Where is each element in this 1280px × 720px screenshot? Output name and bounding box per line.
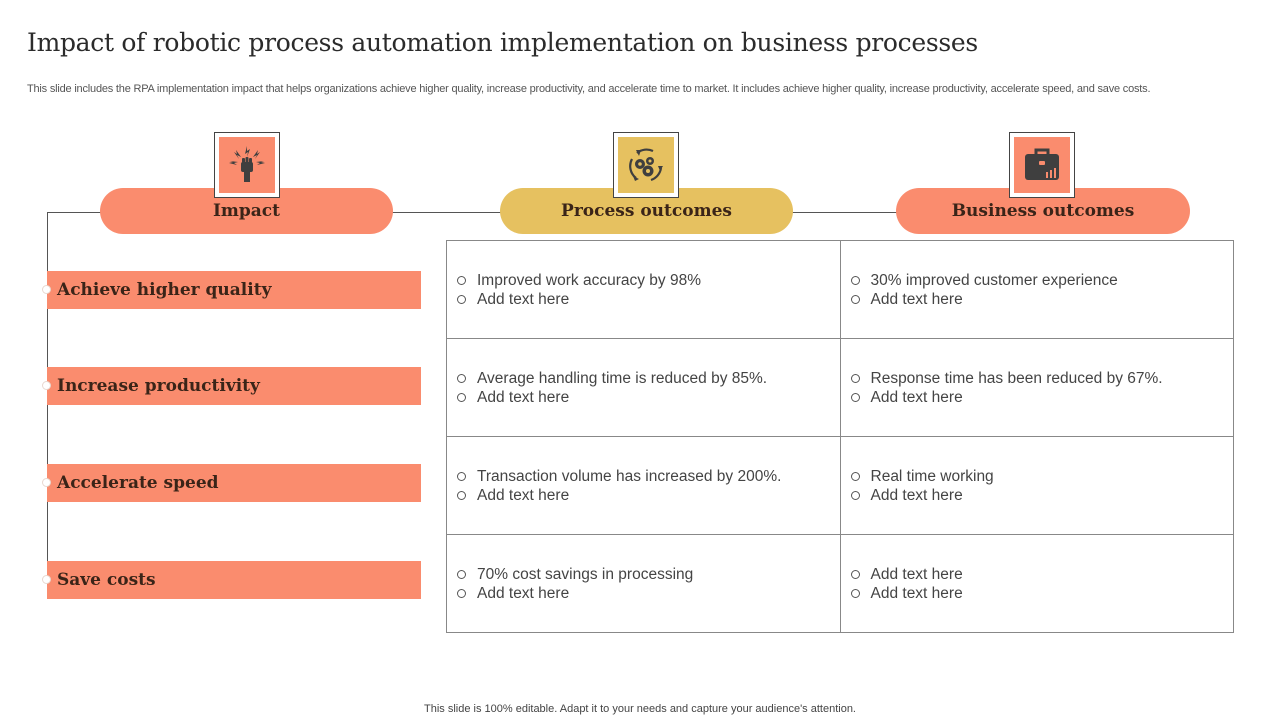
bullet-text: Add text here: [870, 584, 963, 602]
briefcase-growth-icon: [1025, 148, 1059, 180]
outcomes-table: Improved work accuracy by 98% Add text h…: [446, 240, 1234, 633]
business-outcome-cell: Response time has been reduced by 67%. A…: [839, 338, 1234, 437]
bullet-text: Response time has been reduced by 67%.: [870, 369, 1163, 387]
business-outcome-cell: Real time working Add text here: [839, 436, 1234, 535]
business-outcome-cell: 30% improved customer experience Add tex…: [839, 240, 1234, 339]
slide-title: Impact of robotic process automation imp…: [27, 28, 978, 57]
connector-dot: [42, 478, 51, 487]
bullet-text: 30% improved customer experience: [870, 271, 1118, 289]
impact-item-increase-productivity: Increase productivity: [42, 367, 421, 405]
bullet-text: Add text here: [477, 486, 570, 504]
header-label-process-outcomes: Process outcomes: [561, 201, 732, 221]
connector-dot: [42, 575, 51, 584]
process-outcome-cell: Average handling time is reduced by 85%.…: [446, 338, 841, 437]
bullet-icon: [850, 275, 860, 285]
table-row: Transaction volume has increased by 200%…: [446, 436, 1234, 535]
process-outcome-cell: Improved work accuracy by 98% Add text h…: [446, 240, 841, 339]
bullet-text: Add text here: [477, 388, 570, 406]
impact-icon-box: [214, 132, 280, 198]
business-outcome-cell: Add text here Add text here: [839, 534, 1234, 633]
bullet-text: 70% cost savings in processing: [477, 565, 694, 583]
bullet-icon: [457, 569, 466, 579]
impact-item-save-costs: Save costs: [42, 561, 421, 599]
bullet-icon: [457, 490, 466, 500]
process-icon-box: [613, 132, 679, 198]
connector-line-process-business: [790, 212, 900, 213]
impact-item-label: Save costs: [57, 570, 156, 590]
bullet-icon: [457, 275, 466, 285]
process-outcome-cell: 70% cost savings in processing Add text …: [446, 534, 841, 633]
bullet-icon: [850, 373, 860, 383]
fist-power-icon: [229, 146, 265, 182]
impact-item-label: Accelerate speed: [57, 473, 219, 493]
header-label-impact: Impact: [212, 201, 281, 221]
bullet-text: Real time working: [870, 467, 994, 485]
process-outcome-cell: Transaction volume has increased by 200%…: [446, 436, 841, 535]
bullet-icon: [850, 294, 860, 304]
bullet-text: Improved work accuracy by 98%: [477, 271, 701, 289]
connector-dot: [42, 381, 51, 390]
bullet-text: Add text here: [870, 388, 963, 406]
bullet-text: Add text here: [870, 290, 963, 308]
connector-line-left: [47, 212, 107, 213]
connector-line-impact-process: [390, 212, 505, 213]
header-pill-business-outcomes: Business outcomes: [896, 188, 1190, 234]
bullet-icon: [457, 294, 466, 304]
impact-item-label: Achieve higher quality: [57, 280, 272, 300]
table-row: Average handling time is reduced by 85%.…: [446, 338, 1234, 437]
table-row: 70% cost savings in processing Add text …: [446, 534, 1234, 633]
bullet-text: Transaction volume has increased by 200%…: [477, 467, 782, 485]
bullet-icon: [850, 569, 860, 579]
impact-item-achieve-higher-quality: Achieve higher quality: [42, 271, 421, 309]
connector-dot: [42, 285, 51, 294]
bullet-icon: [850, 392, 860, 402]
bullet-icon: [457, 373, 466, 383]
gears-cycle-icon: [629, 148, 663, 182]
bullet-icon: [850, 471, 860, 481]
bullet-icon: [457, 471, 466, 481]
table-row: Improved work accuracy by 98% Add text h…: [446, 240, 1234, 339]
impact-item-accelerate-speed: Accelerate speed: [42, 464, 421, 502]
bullet-text: Average handling time is reduced by 85%.: [477, 369, 768, 387]
bullet-text: Add text here: [870, 565, 963, 583]
header-pill-impact: Impact: [100, 188, 393, 234]
slide-footer: This slide is 100% editable. Adapt it to…: [424, 703, 856, 715]
bullet-text: Add text here: [477, 290, 570, 308]
bullet-icon: [850, 490, 860, 500]
bullet-icon: [457, 392, 466, 402]
header-label-business-outcomes: Business outcomes: [951, 201, 1135, 221]
impact-item-label: Increase productivity: [57, 376, 260, 396]
bullet-icon: [457, 588, 466, 598]
bullet-text: Add text here: [870, 486, 963, 504]
bullet-text: Add text here: [477, 584, 570, 602]
slide-subtitle: This slide includes the RPA implementati…: [27, 83, 1151, 95]
bullet-icon: [850, 588, 860, 598]
business-icon-box: [1009, 132, 1075, 198]
